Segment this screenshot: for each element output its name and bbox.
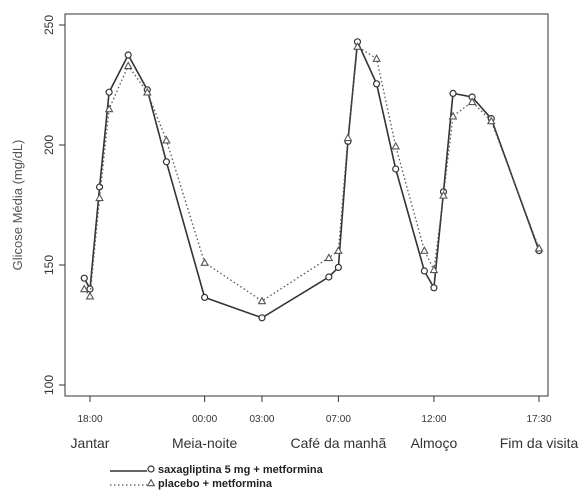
data-point	[104, 104, 114, 113]
x-tick-label: 18:00	[77, 414, 102, 425]
x-tick-label: 07:00	[326, 414, 351, 425]
data-point	[142, 87, 152, 96]
data-point	[162, 158, 171, 166]
y-axis-label: Glicose Média (mg/dL)	[10, 140, 25, 271]
data-point	[258, 314, 266, 322]
series-layer	[79, 38, 544, 322]
series-line	[83, 45, 540, 302]
data-point	[124, 51, 132, 59]
data-point	[439, 190, 448, 199]
data-point	[449, 89, 457, 98]
legend-marker	[147, 465, 155, 473]
y-tick-label: 200	[42, 135, 56, 155]
x-tick-label: 00:00	[192, 414, 217, 425]
data-point	[420, 246, 429, 254]
event-label: Café da manhã	[291, 435, 387, 451]
data-point	[334, 263, 342, 271]
data-point	[325, 273, 333, 281]
y-tick-label: 150	[42, 255, 56, 275]
legend-label: placebo + metformina	[158, 478, 273, 490]
data-point	[343, 133, 353, 142]
x-tick-label: 17:30	[526, 414, 551, 425]
data-point	[334, 246, 343, 254]
series-line	[83, 38, 540, 319]
axes: 100 150 200 250 18:00 00:00 03:00 07:00 12:00 17:…	[42, 13, 552, 425]
data-point	[85, 291, 95, 300]
x-tick-label: 03:00	[249, 414, 274, 425]
labels-layer: Glicose Média (mg/dL) Jantar Meia-noite Caf…	[10, 140, 578, 451]
event-label: Jantar	[71, 435, 110, 451]
data-point	[430, 284, 438, 292]
data-point	[392, 165, 400, 173]
data-point	[162, 135, 171, 144]
data-point	[486, 116, 496, 125]
event-label: Fim da visita	[500, 435, 579, 451]
data-point	[80, 274, 88, 282]
data-point	[95, 183, 104, 191]
data-point	[448, 111, 458, 120]
data-point	[200, 258, 209, 266]
legend-marker	[146, 478, 156, 487]
data-point	[420, 267, 428, 275]
data-point	[201, 293, 209, 301]
data-point	[372, 54, 381, 62]
legend-label: saxagliptina 5 mg + metformina	[158, 464, 324, 476]
data-point	[257, 296, 267, 305]
event-label: Meia-noite	[172, 435, 238, 451]
data-point	[79, 284, 89, 293]
plot-frame	[64, 13, 549, 397]
data-point	[467, 97, 477, 106]
data-point	[123, 61, 133, 70]
y-tick-label: 250	[42, 15, 56, 35]
y-tick-label: 100	[42, 375, 56, 395]
data-point	[372, 80, 381, 88]
event-label: Almoço	[411, 435, 458, 451]
series-saxagliptina	[80, 38, 543, 322]
data-point	[95, 193, 104, 202]
data-point	[324, 253, 334, 262]
data-point	[534, 243, 544, 252]
data-point	[105, 88, 113, 96]
data-point	[353, 42, 362, 50]
data-point	[391, 141, 401, 150]
legend: saxagliptina 5 mg + metformina placebo + …	[110, 464, 324, 490]
x-tick-label: 12:00	[421, 414, 446, 425]
series-placebo	[79, 42, 544, 305]
data-point	[429, 265, 439, 274]
